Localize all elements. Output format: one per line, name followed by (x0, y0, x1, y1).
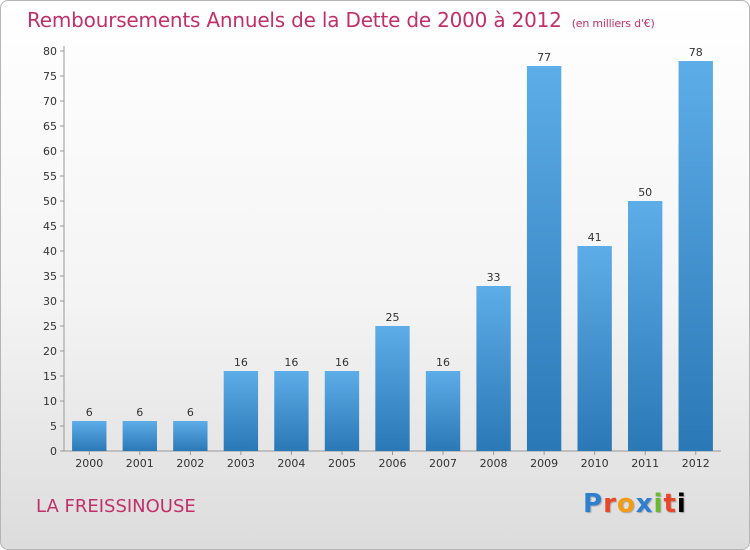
chart-unit-note: (en milliers d'€) (571, 17, 655, 30)
y-tick-label: 55 (43, 170, 57, 183)
x-tick-label: 2000 (75, 457, 103, 470)
data-label: 25 (386, 311, 400, 324)
x-tick-label: 2002 (176, 457, 204, 470)
y-tick-label: 35 (43, 270, 57, 283)
chart-title: Remboursements Annuels de la Dette de 20… (27, 8, 655, 32)
bar (577, 246, 612, 451)
x-tick-label: 2012 (682, 457, 710, 470)
data-label: 50 (638, 186, 652, 199)
x-tick-label: 2001 (126, 457, 154, 470)
y-tick-label: 45 (43, 220, 57, 233)
bar (274, 371, 309, 451)
y-tick-label: 0 (50, 445, 57, 458)
bar (375, 326, 410, 451)
bar (72, 421, 107, 451)
x-tick-label: 2003 (227, 457, 255, 470)
logo-letter: t (663, 489, 677, 519)
x-tick-label: 2010 (581, 457, 609, 470)
bar (223, 371, 259, 451)
chart-data-labels: 6 6 6 16 16 16 25 16 33 77 41 50 78 (86, 46, 703, 419)
x-tick-label: 2007 (429, 457, 457, 470)
logo-letter: x (635, 489, 654, 519)
y-tick-label: 40 (43, 245, 57, 258)
logo-letter: i (653, 489, 664, 519)
data-label: 16 (234, 356, 248, 369)
data-label: 16 (335, 356, 349, 369)
y-tick-label: 20 (43, 345, 57, 358)
bar (526, 66, 562, 451)
chart-bars (72, 61, 713, 451)
proxiti-logo[interactable]: Proxiti (583, 489, 687, 519)
data-label: 77 (537, 51, 551, 64)
logo-letter: o (616, 489, 636, 519)
y-tick-label: 65 (43, 120, 57, 133)
bar (173, 421, 208, 451)
bar (324, 371, 360, 451)
chart-title-text: Remboursements Annuels de la Dette de 20… (27, 8, 562, 32)
bar (678, 61, 713, 451)
y-tick-label: 50 (43, 195, 57, 208)
data-label: 16 (284, 356, 298, 369)
x-tick-label: 2009 (530, 457, 558, 470)
y-tick-label: 5 (50, 420, 57, 433)
y-tick-label: 25 (43, 320, 57, 333)
y-tick-label: 80 (43, 45, 57, 58)
x-tick-label: 2006 (379, 457, 407, 470)
chart-axes: 0 5 10 15 20 25 30 35 40 45 50 55 60 65 70 75 80 2000 2001… (43, 45, 721, 470)
x-tick-label: 2005 (328, 457, 356, 470)
y-tick-label: 30 (43, 295, 57, 308)
data-label: 41 (588, 231, 602, 244)
data-label: 78 (689, 46, 703, 59)
bar (425, 371, 461, 451)
data-label: 33 (487, 271, 501, 284)
logo-letter: P (583, 489, 604, 519)
data-label: 16 (436, 356, 450, 369)
y-tick-label: 75 (43, 70, 57, 83)
y-tick-label: 70 (43, 95, 57, 108)
bar (122, 421, 157, 451)
x-tick-label: 2011 (631, 457, 659, 470)
x-tick-label: 2004 (277, 457, 305, 470)
y-tick-label: 15 (43, 370, 57, 383)
bar (628, 201, 663, 451)
data-label: 6 (187, 406, 194, 419)
x-tick-label: 2008 (480, 457, 508, 470)
y-tick-label: 60 (43, 145, 57, 158)
commune-name: LA FREISSINOUSE (36, 496, 196, 517)
bar (476, 286, 511, 451)
y-tick-label: 10 (43, 395, 57, 408)
data-label: 6 (136, 406, 143, 419)
data-label: 6 (86, 406, 93, 419)
logo-letter: i (676, 489, 687, 519)
logo-letter: r (603, 489, 617, 519)
